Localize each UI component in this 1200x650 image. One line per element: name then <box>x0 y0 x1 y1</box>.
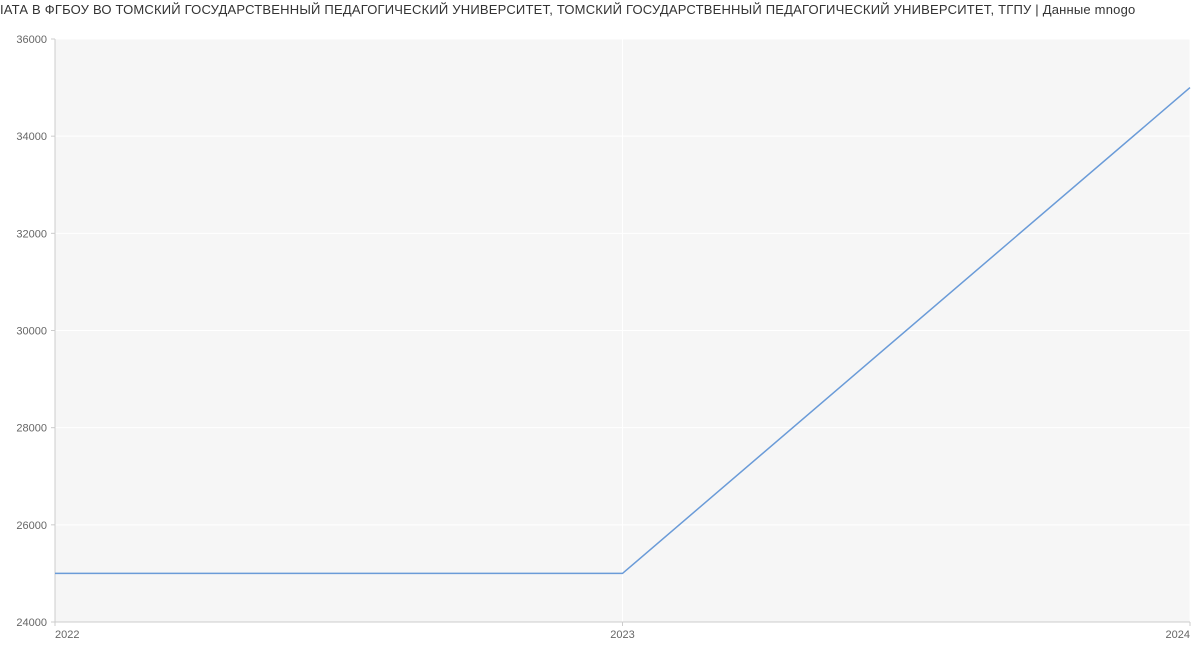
y-tick-label: 30000 <box>16 326 47 338</box>
x-tick-label: 2022 <box>55 629 79 641</box>
y-tick-label: 26000 <box>16 520 47 532</box>
x-tick-label: 2024 <box>1166 629 1190 641</box>
y-tick-label: 34000 <box>16 131 47 143</box>
line-chart: 24000 26000 28000 30000 32000 34000 36000 2022 2… <box>0 17 1200 647</box>
y-tick-label: 32000 <box>16 228 47 240</box>
y-tick-label: 24000 <box>16 617 47 629</box>
y-tick-label: 28000 <box>16 423 47 435</box>
y-tick-label: 36000 <box>16 34 47 46</box>
x-tick-label: 2023 <box>610 629 634 641</box>
chart-container: 24000 26000 28000 30000 32000 34000 36000 2022 2… <box>0 17 1200 647</box>
chart-title: IАТА В ФГБОУ ВО ТОМСКИЙ ГОСУДАРСТВЕННЫЙ … <box>0 0 1200 17</box>
